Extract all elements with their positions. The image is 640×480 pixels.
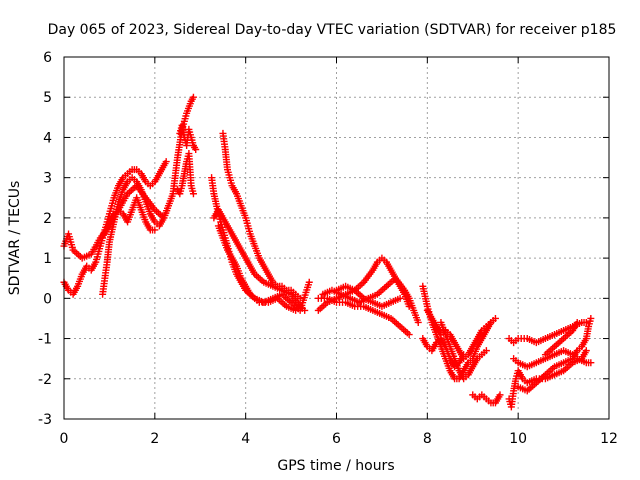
y-tick-label: -2 bbox=[38, 372, 52, 388]
data-point bbox=[587, 359, 595, 367]
series-track-l bbox=[314, 294, 413, 339]
data-point bbox=[151, 226, 159, 234]
series-track-d bbox=[101, 194, 159, 238]
series-track-i bbox=[219, 129, 304, 302]
y-axis-label: SDTVAR / TECUs bbox=[7, 181, 23, 296]
data-point bbox=[482, 347, 490, 355]
y-tick-label: -1 bbox=[38, 332, 52, 348]
x-tick-label: 6 bbox=[332, 431, 341, 447]
data-point bbox=[296, 294, 304, 302]
x-tick-label: 0 bbox=[60, 431, 69, 447]
x-tick-label: 4 bbox=[241, 431, 250, 447]
data-points-layer bbox=[60, 93, 595, 411]
series-track-r bbox=[437, 318, 490, 383]
y-tick-label: 5 bbox=[43, 90, 52, 106]
x-tick-label: 12 bbox=[600, 431, 618, 447]
series-track-c bbox=[99, 174, 172, 298]
data-point bbox=[491, 314, 499, 322]
series-track-s bbox=[469, 391, 504, 407]
y-tick-label: -3 bbox=[38, 412, 52, 428]
y-tick-label: 6 bbox=[43, 50, 52, 66]
data-point bbox=[587, 314, 595, 322]
series-track-j bbox=[214, 222, 304, 314]
data-point bbox=[192, 146, 200, 154]
y-tick-label: 4 bbox=[43, 130, 52, 146]
data-point bbox=[582, 347, 590, 355]
data-point bbox=[487, 318, 495, 326]
x-tick-label: 2 bbox=[150, 431, 159, 447]
data-point bbox=[496, 391, 504, 399]
series-track-x bbox=[541, 318, 581, 359]
series-track-e bbox=[174, 150, 197, 198]
y-tick-label: 0 bbox=[43, 291, 52, 307]
data-point bbox=[189, 190, 197, 198]
x-tick-label: 8 bbox=[423, 431, 432, 447]
data-point bbox=[405, 331, 413, 339]
data-point bbox=[414, 318, 422, 326]
y-tick-label: 2 bbox=[43, 211, 52, 227]
y-tick-label: 1 bbox=[43, 251, 52, 267]
x-tick-label: 10 bbox=[509, 431, 527, 447]
data-point bbox=[301, 306, 309, 314]
chart-title: Day 065 of 2023, Sidereal Day-to-day VTE… bbox=[48, 22, 617, 38]
data-point bbox=[162, 158, 170, 166]
data-point bbox=[164, 202, 172, 210]
series-track-f bbox=[176, 121, 200, 154]
data-point bbox=[305, 278, 313, 286]
series-track-n bbox=[333, 282, 404, 310]
y-tick-label: 3 bbox=[43, 171, 52, 187]
data-point bbox=[573, 318, 581, 326]
series-track-w bbox=[514, 314, 595, 395]
data-point bbox=[296, 302, 304, 310]
data-point bbox=[396, 294, 404, 302]
x-axis-label: GPS time / hours bbox=[277, 458, 394, 474]
data-point bbox=[189, 93, 197, 101]
